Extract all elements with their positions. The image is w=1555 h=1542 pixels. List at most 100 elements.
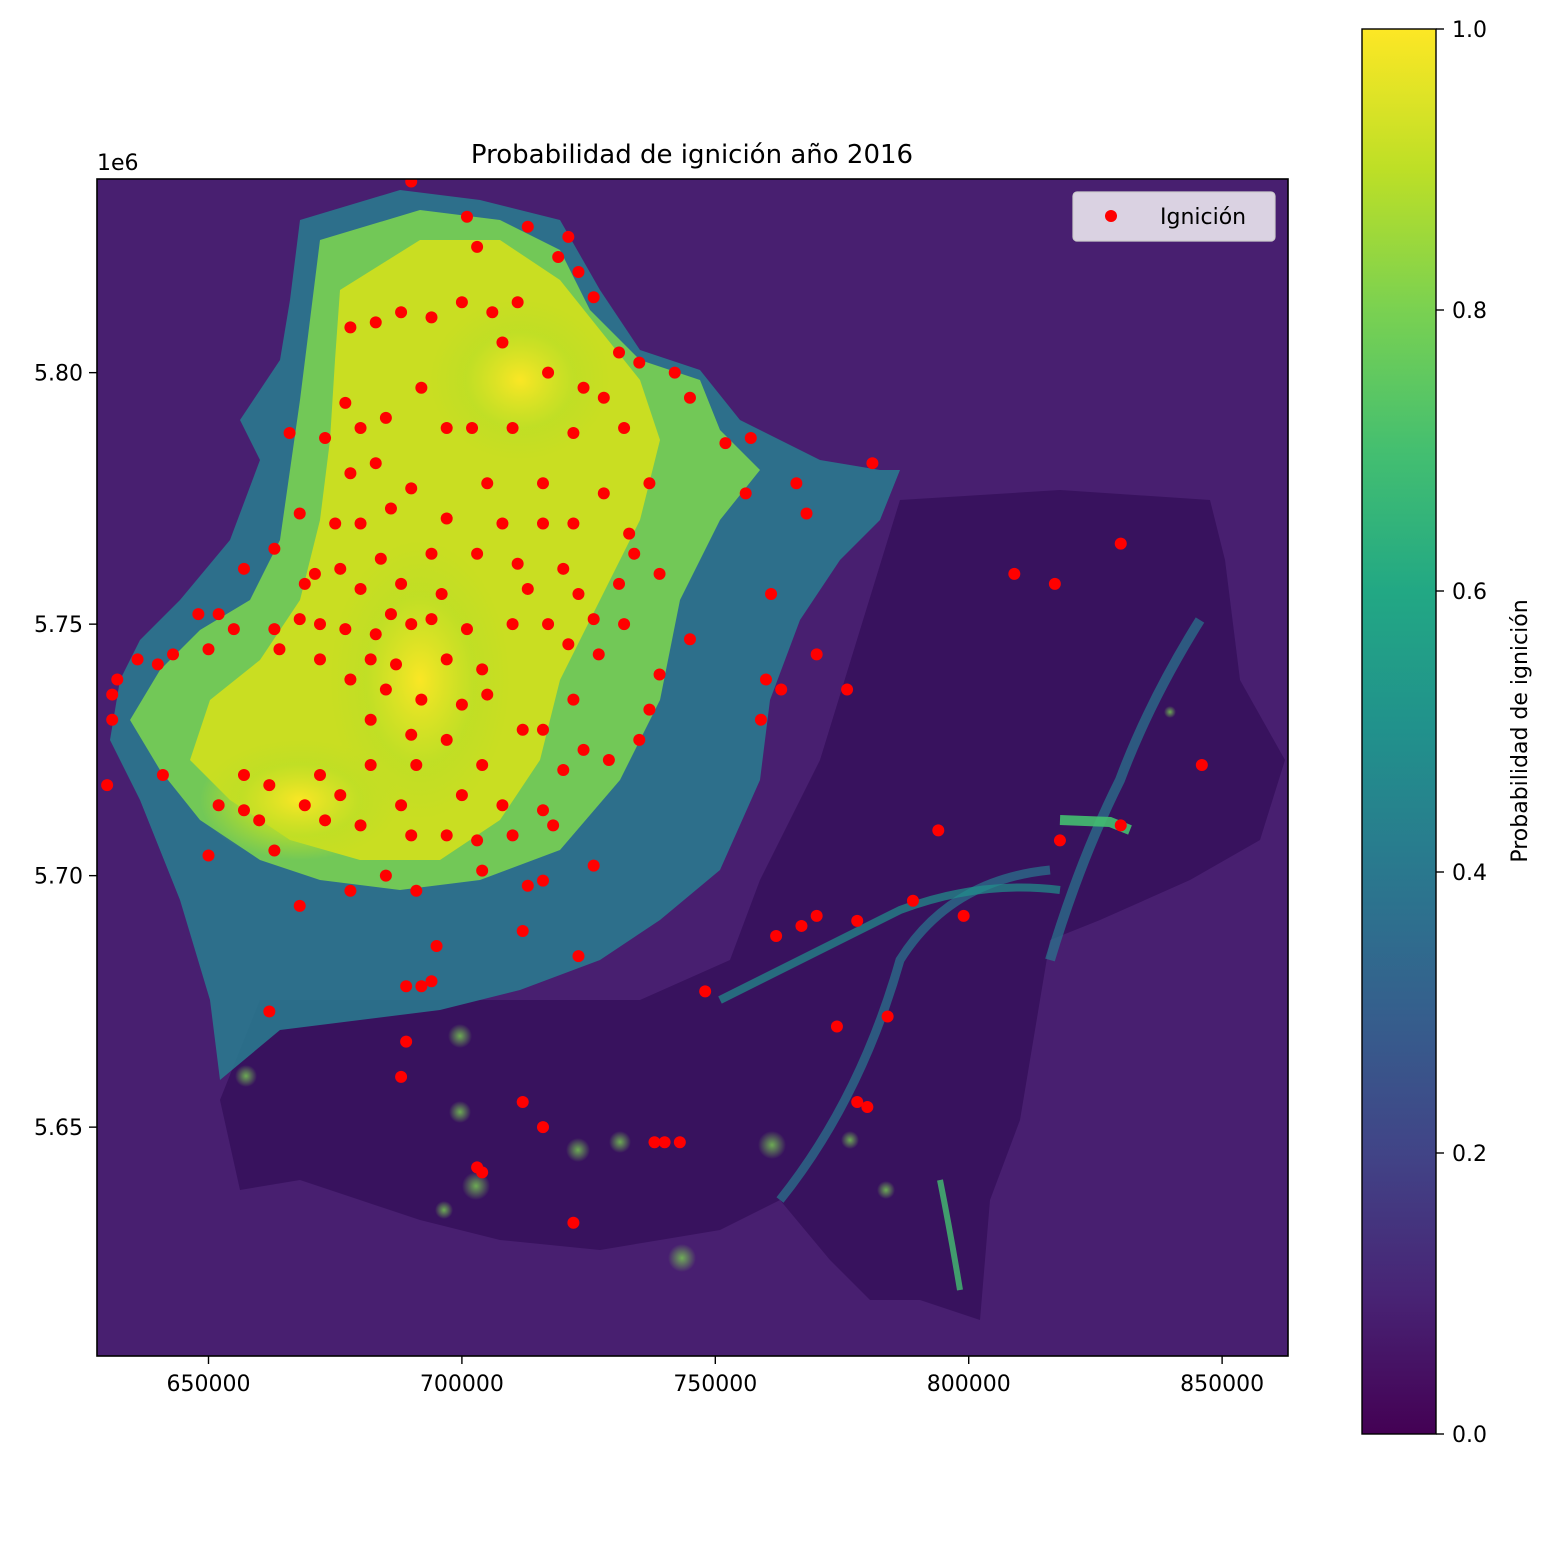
ignition-point	[131, 653, 144, 666]
ignition-point	[455, 789, 468, 802]
ignition-point	[851, 1095, 864, 1108]
ignition-point	[810, 648, 823, 661]
y-axis: 5.65 5.70 5.75 5.80	[34, 362, 97, 1141]
colorbar: 0.0 0.2 0.4 0.6 0.8 1.0 Probabilidad de ignic…	[1361, 18, 1533, 1448]
ignition-point	[699, 985, 712, 998]
ignition-point	[455, 296, 468, 309]
ignition-point	[542, 618, 555, 631]
ignition-point	[536, 723, 549, 736]
colorbar-gradient	[1362, 29, 1436, 1434]
ignition-point	[202, 643, 215, 656]
ignition-point	[440, 653, 453, 666]
ignition-point	[379, 683, 392, 696]
scatter-series-ignicion	[101, 179, 1208, 1229]
ignition-point	[562, 638, 575, 651]
colorbar-tick-label: 0.2	[1452, 1142, 1487, 1167]
ignition-point	[273, 643, 286, 656]
ignition-point	[384, 502, 397, 515]
ignition-point	[633, 356, 646, 369]
ignition-point	[425, 547, 438, 560]
ignition-point	[379, 411, 392, 424]
ignition-point	[496, 517, 509, 530]
ignition-point	[841, 683, 854, 696]
ignition-point	[536, 1121, 549, 1134]
ignition-point	[106, 688, 119, 701]
ignition-point	[800, 507, 813, 520]
y-tick-label: 5.65	[34, 1116, 83, 1141]
raster-channel	[937, 1179, 963, 1291]
ignition-point	[587, 291, 600, 304]
ignition-point	[613, 577, 626, 590]
ignition-point	[759, 673, 772, 686]
ignition-point	[957, 909, 970, 922]
ignition-point	[374, 552, 387, 565]
ignition-point	[683, 391, 696, 404]
ignition-point	[395, 1070, 408, 1083]
ignition-point	[516, 723, 529, 736]
ignition-point	[283, 427, 296, 440]
ignition-point	[597, 391, 610, 404]
ignition-point	[430, 940, 443, 953]
legend: Ignición	[1072, 191, 1276, 242]
ignition-point	[552, 250, 565, 263]
ignition-point	[775, 683, 788, 696]
ignition-point	[415, 980, 428, 993]
ignition-point	[339, 396, 352, 409]
ignition-point	[623, 527, 636, 540]
ignition-point	[653, 668, 666, 681]
ignition-point	[440, 829, 453, 842]
raster-patch	[758, 1131, 786, 1159]
ignition-point	[795, 919, 808, 932]
ignition-point	[344, 321, 357, 334]
plot-frame	[96, 178, 1289, 1357]
raster-hotspot	[330, 540, 510, 820]
colorbar-tick-label: 1.0	[1452, 18, 1487, 43]
ignition-point	[212, 799, 225, 812]
ignition-point	[156, 769, 169, 782]
ignition-point	[830, 1020, 843, 1033]
ignition-point	[293, 507, 306, 520]
ignition-point	[268, 623, 281, 636]
ignition-point	[369, 316, 382, 329]
ignition-point	[516, 1095, 529, 1108]
x-tick-label: 750000	[673, 1372, 757, 1397]
ignition-point	[298, 577, 311, 590]
ignition-point	[770, 930, 783, 943]
ignition-point	[379, 869, 392, 882]
ignition-point	[567, 1216, 580, 1229]
ignition-point	[308, 567, 321, 580]
ignition-point	[460, 210, 473, 223]
ignition-point	[658, 1136, 671, 1149]
x-axis: 650000 700000 750000 800000 850000	[167, 1356, 1264, 1397]
ignition-point	[440, 512, 453, 525]
ignition-point	[587, 613, 600, 626]
ignition-point	[263, 779, 276, 792]
y-tick-label: 5.80	[34, 362, 83, 387]
ignition-point	[192, 608, 205, 621]
ignition-point	[319, 432, 332, 445]
ignition-point	[400, 980, 413, 993]
ignition-point	[511, 296, 524, 309]
ignition-point	[405, 618, 418, 631]
ignition-point	[237, 562, 250, 575]
colorbar-tick-label: 0.4	[1452, 861, 1487, 886]
ignition-point	[744, 432, 757, 445]
colorbar-label: Probabilidad de ignición	[1508, 599, 1533, 862]
raster-patch	[566, 1138, 590, 1162]
ignition-point	[810, 909, 823, 922]
y-axis-offset-label: 1e6	[97, 151, 139, 176]
ignition-point	[405, 179, 418, 188]
ignition-point	[384, 608, 397, 621]
ignition-point	[567, 693, 580, 706]
ignition-point	[471, 834, 484, 847]
ignition-point	[557, 764, 570, 777]
ignition-point	[405, 829, 418, 842]
chart-title: Probabilidad de ignición año 2016	[471, 140, 913, 170]
ignition-point	[293, 613, 306, 626]
ignition-point	[425, 311, 438, 324]
x-tick-label: 800000	[927, 1372, 1011, 1397]
ignition-point	[866, 457, 879, 470]
ignition-point	[506, 421, 519, 434]
ignition-point	[1008, 567, 1021, 580]
legend-marker-ignicion	[1105, 210, 1117, 222]
